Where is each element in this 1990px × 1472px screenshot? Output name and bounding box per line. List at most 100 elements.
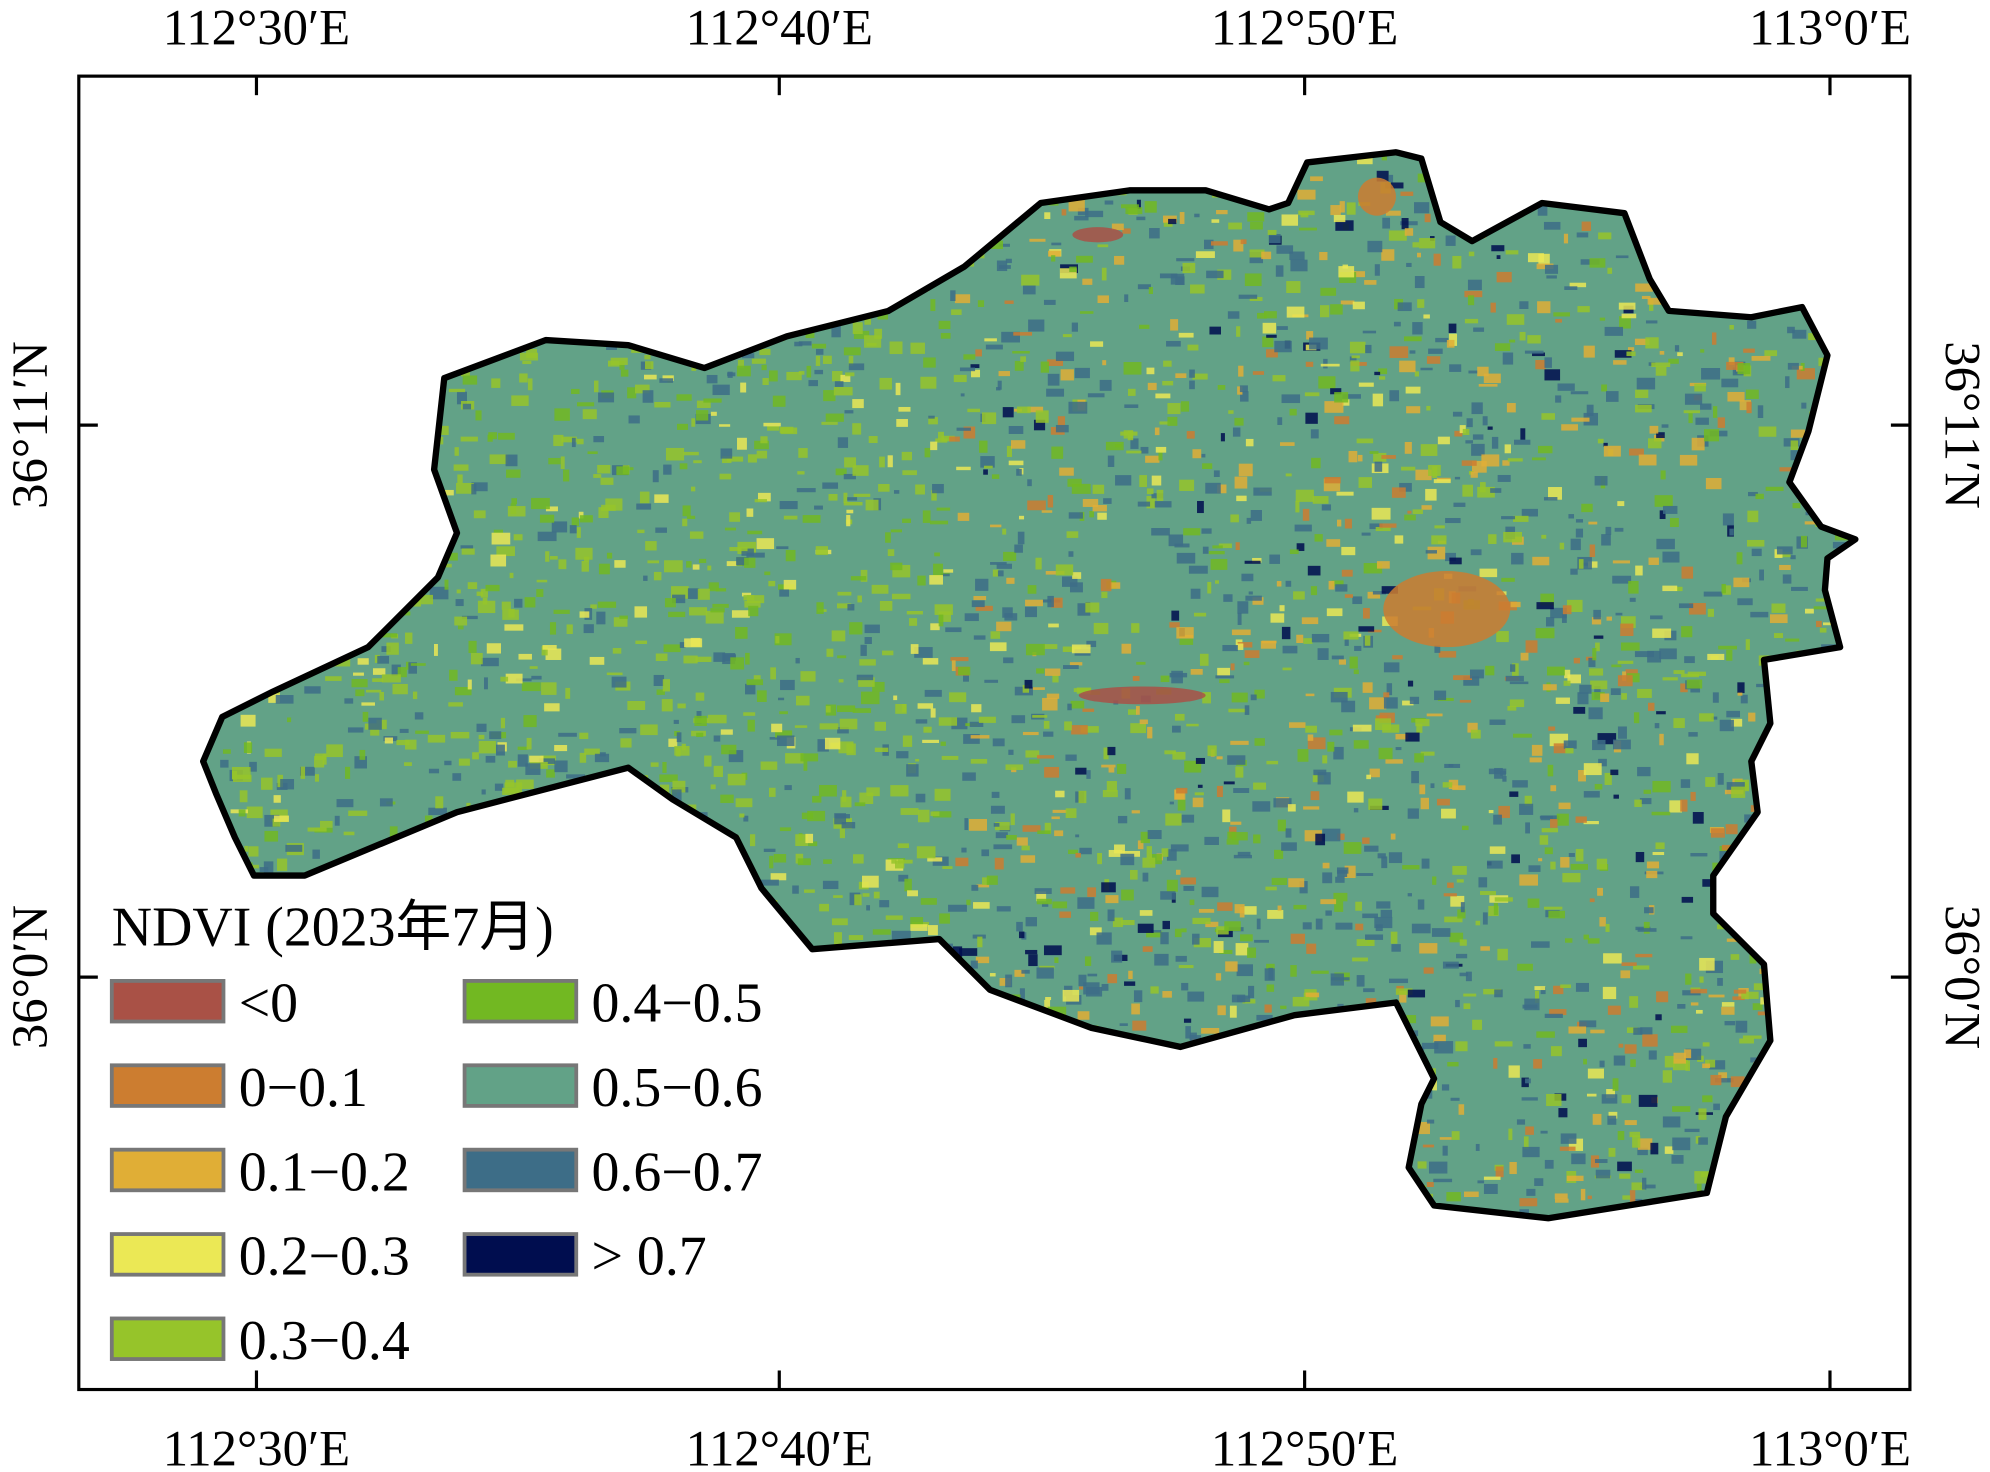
raster-cell xyxy=(211,312,225,324)
raster-cell xyxy=(594,753,610,763)
raster-cell xyxy=(425,294,435,302)
raster-cell xyxy=(811,1227,823,1238)
raster-cell xyxy=(1032,715,1048,718)
raster-cell xyxy=(1414,276,1425,289)
raster-cell xyxy=(783,579,797,590)
raster-cell xyxy=(690,486,696,492)
raster-cell xyxy=(1237,851,1251,856)
raster-cell xyxy=(647,259,655,270)
raster-cell xyxy=(1087,973,1098,977)
raster-cell xyxy=(1217,484,1227,494)
raster-cell xyxy=(1635,389,1649,398)
raster-cell xyxy=(1688,412,1693,424)
raster-cell xyxy=(480,588,488,598)
raster-cell xyxy=(1170,844,1189,852)
raster-cell xyxy=(892,1113,910,1123)
raster-cell xyxy=(306,502,318,513)
raster-cell xyxy=(1191,1225,1206,1230)
raster-cell xyxy=(1457,909,1466,919)
raster-cell xyxy=(1617,660,1634,664)
raster-cell xyxy=(549,622,557,635)
raster-cell xyxy=(401,347,410,361)
raster-cell xyxy=(823,390,836,402)
raster-cell xyxy=(1797,1167,1814,1175)
raster-cell xyxy=(1072,572,1082,579)
raster-cell xyxy=(1232,427,1241,437)
raster-cell xyxy=(784,785,792,791)
raster-cell xyxy=(1407,989,1426,998)
raster-cell xyxy=(1712,406,1718,418)
raster-cell xyxy=(456,1213,461,1219)
raster-cell xyxy=(1174,789,1186,800)
raster-cell xyxy=(712,1215,727,1219)
raster-cell xyxy=(610,877,624,883)
raster-cell xyxy=(835,170,853,180)
raster-cell xyxy=(768,370,778,382)
raster-cell xyxy=(309,480,321,486)
raster-cell xyxy=(826,648,834,657)
raster-cell xyxy=(1633,1223,1648,1230)
raster-cell xyxy=(584,748,600,755)
raster-cell xyxy=(518,653,532,660)
raster-cell xyxy=(748,327,761,339)
raster-cell xyxy=(1254,1122,1259,1132)
raster-cell xyxy=(1575,816,1587,823)
raster-cell xyxy=(853,854,864,864)
raster-cell xyxy=(1652,780,1671,793)
raster-cell xyxy=(1834,190,1842,197)
raster-cell xyxy=(1433,1034,1446,1043)
raster-cell xyxy=(818,1082,823,1088)
raster-cell xyxy=(927,925,938,936)
raster-cell xyxy=(1277,417,1283,425)
raster-cell xyxy=(427,160,445,168)
raster-cell xyxy=(1001,331,1020,343)
raster-cell xyxy=(1662,551,1680,563)
raster-cell xyxy=(284,558,289,564)
y-tick-right-1: 36°11′N xyxy=(1934,341,1990,509)
raster-cell xyxy=(316,493,336,505)
raster-cell xyxy=(1728,187,1736,197)
raster-cell xyxy=(866,905,871,911)
raster-cell xyxy=(1849,1216,1854,1219)
raster-cell xyxy=(351,182,366,190)
raster-cell xyxy=(780,1092,800,1105)
raster-cell xyxy=(1356,438,1374,444)
raster-cell xyxy=(952,946,963,958)
raster-cell xyxy=(996,1224,1006,1230)
raster-cell xyxy=(1124,404,1139,408)
raster-cell xyxy=(485,1137,502,1143)
raster-cell xyxy=(1833,1006,1846,1017)
raster-cell xyxy=(1128,1042,1147,1050)
raster-cell xyxy=(1004,300,1014,304)
raster-cell xyxy=(724,527,737,531)
raster-cell xyxy=(865,281,881,287)
raster-cell xyxy=(216,523,234,534)
raster-cell xyxy=(1711,332,1717,345)
raster-cell xyxy=(1055,564,1074,576)
raster-cell xyxy=(1154,953,1169,966)
raster-cell xyxy=(1458,1104,1465,1115)
raster-cell xyxy=(471,865,477,873)
raster-cell xyxy=(666,314,680,326)
raster-cell xyxy=(807,810,826,822)
raster-cell xyxy=(1054,957,1059,964)
raster-cell xyxy=(653,853,659,865)
raster-cell xyxy=(808,841,818,847)
raster-cell xyxy=(1247,212,1265,222)
raster-cell xyxy=(747,454,757,463)
raster-cell xyxy=(355,997,363,1007)
raster-cell xyxy=(1426,356,1441,364)
raster-cell xyxy=(730,299,744,307)
raster-cell xyxy=(1448,333,1458,346)
raster-cell xyxy=(222,749,231,754)
raster-cell xyxy=(241,475,258,484)
raster-cell xyxy=(1005,258,1012,264)
raster-cell xyxy=(467,679,472,690)
raster-cell xyxy=(963,674,969,682)
raster-cell xyxy=(1131,810,1140,814)
raster-cell xyxy=(1018,1051,1037,1064)
raster-cell xyxy=(1766,1138,1783,1146)
raster-cell xyxy=(943,569,954,573)
raster-cell xyxy=(1366,1055,1373,1068)
raster-cell xyxy=(1600,164,1610,169)
